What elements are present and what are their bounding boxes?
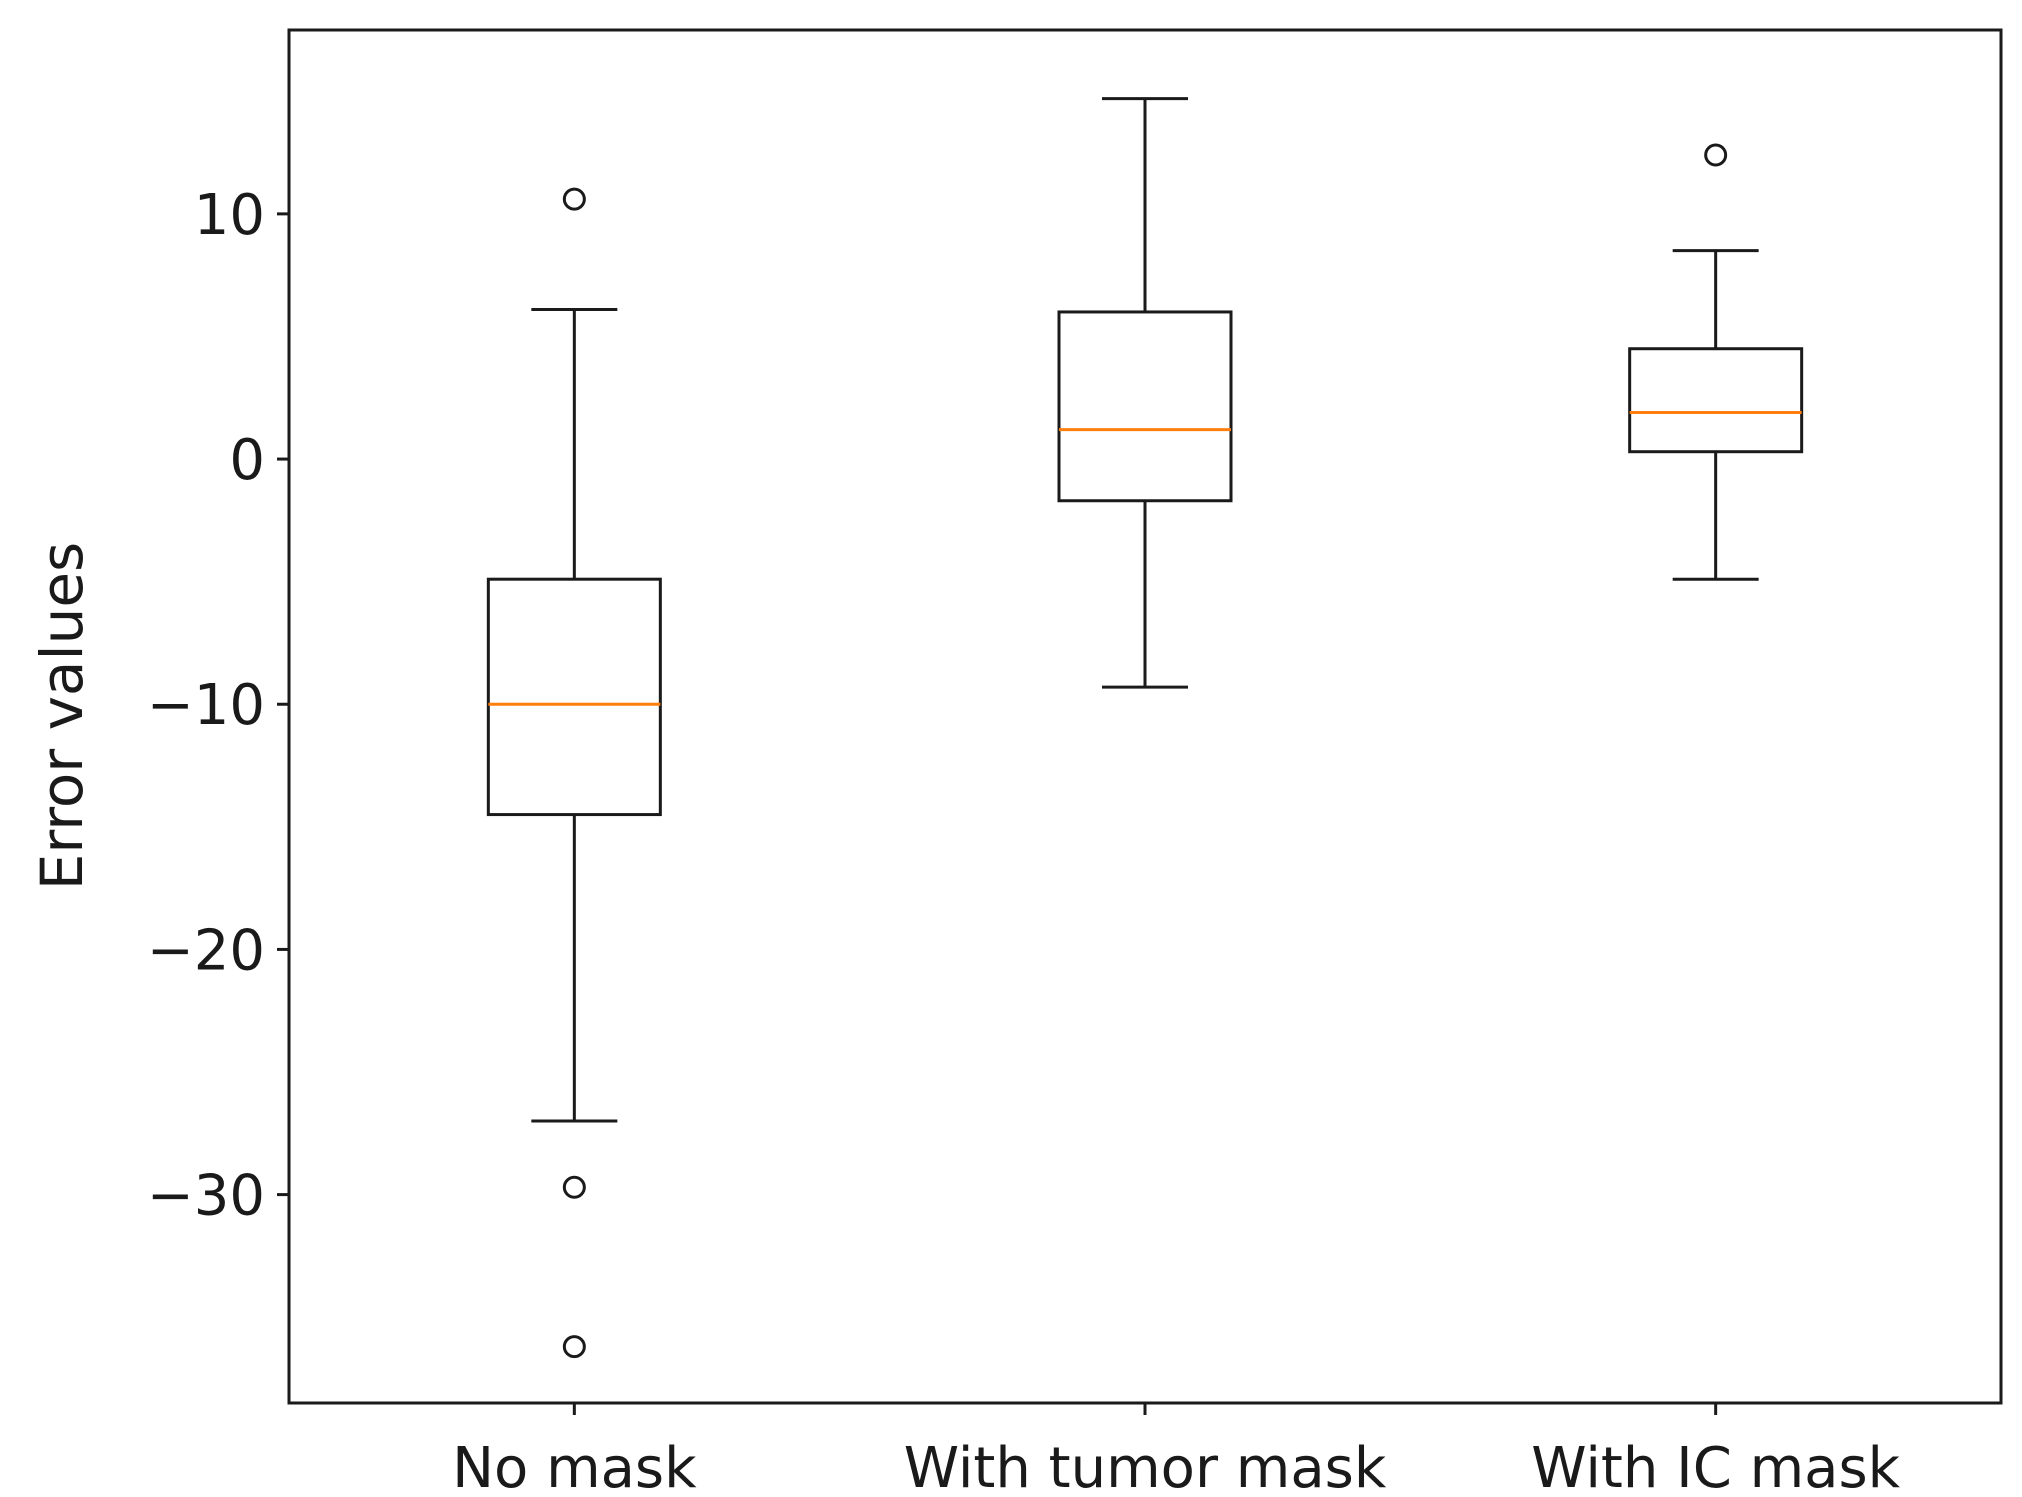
iqr-box (486, 577, 662, 817)
x-axis: No mask With tumor mask With IC mask (452, 1403, 1901, 1497)
y-tick-label: 0 (229, 428, 265, 493)
y-tick-label: −20 (147, 918, 265, 983)
outlier-point (562, 187, 586, 211)
box-group (486, 187, 662, 1359)
outlier-point (562, 1175, 586, 1199)
plot-area (486, 97, 1804, 1359)
y-axis: 10 0 −10 −20 −30 (147, 183, 289, 1229)
y-axis-label: Error values (28, 542, 96, 890)
outlier-point (562, 1335, 586, 1359)
x-tick-label: No mask (452, 1436, 697, 1497)
iqr-box (1628, 347, 1804, 454)
x-tick-label: With tumor mask (904, 1436, 1387, 1497)
box-group (1628, 143, 1804, 581)
y-tick-label: 10 (194, 183, 265, 248)
y-tick-label: −10 (147, 673, 265, 738)
box-group (1057, 97, 1233, 689)
iqr-box (1057, 310, 1233, 503)
x-tick-label: With IC mask (1531, 1436, 1900, 1497)
y-tick-label: −30 (147, 1164, 265, 1229)
outlier-point (1704, 143, 1728, 167)
